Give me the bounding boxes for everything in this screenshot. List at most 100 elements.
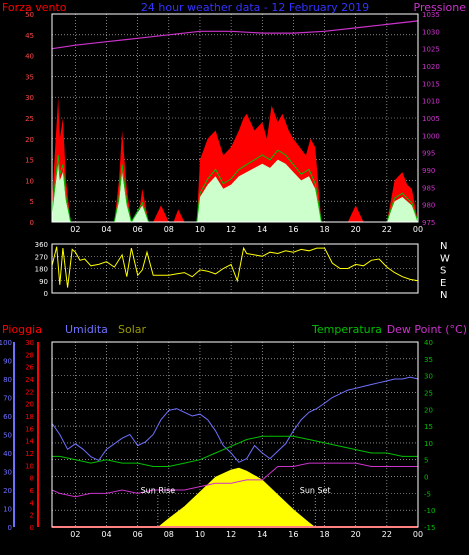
- temperature-y-tick-label: 0: [424, 474, 428, 482]
- wind-x-tick-label: 20: [351, 225, 361, 234]
- wind-x-tick-label: 04: [101, 225, 111, 234]
- wind-direction-line: [51, 246, 419, 288]
- compass-label: N: [440, 290, 447, 301]
- pressure-y-tick-label: 1010: [422, 98, 440, 106]
- wind-axis-title: Forza vento: [2, 1, 67, 14]
- temp-x-tick-label: 14: [257, 530, 267, 539]
- temperature-axis-title: Temperatura: [311, 323, 382, 336]
- pressure-y-tick-label: 1015: [422, 80, 440, 88]
- wind-x-tick-label: 02: [70, 225, 80, 234]
- rain-y-tick-label: 22: [25, 388, 34, 396]
- wind-y-tick-label: 20: [25, 136, 34, 144]
- humidity-y-tick-label: 90: [3, 358, 12, 366]
- rain-y-tick-label: 28: [25, 351, 34, 359]
- rain-y-tick-label: 24: [25, 376, 34, 384]
- pressure-y-tick-label: 975: [422, 219, 435, 227]
- humidity-y-tick-label: 40: [3, 450, 12, 458]
- pressure-y-tick-label: 990: [422, 167, 435, 175]
- pressure-y-tick-label: 1035: [422, 11, 440, 19]
- humidity-y-tick-label: 70: [3, 395, 12, 403]
- compass-label: W: [440, 253, 450, 264]
- wind-x-tick-label: 18: [319, 225, 329, 234]
- rain-y-tick-label: 8: [30, 475, 34, 483]
- wind-x-tick-label: 06: [133, 225, 143, 234]
- rain-y-tick-label: 10: [25, 462, 34, 470]
- sun-set-label: Sun Set: [300, 486, 331, 495]
- pressure-line: [51, 20, 419, 50]
- wind-y-tick-label: 10: [25, 177, 34, 185]
- wind-y-tick-label: 40: [25, 53, 34, 61]
- direction-y-tick-label: 180: [35, 266, 48, 274]
- humidity-y-tick-label: 50: [3, 432, 12, 440]
- humidity-y-tick-label: 60: [3, 413, 12, 421]
- wind-gust-area: [52, 97, 418, 222]
- temperature-y-tick-label: 15: [424, 423, 433, 431]
- compass-label: E: [440, 278, 446, 289]
- humidity-y-tick-label: 10: [3, 506, 12, 514]
- direction-frame: [51, 243, 419, 294]
- pressure-y-tick-label: 980: [422, 202, 435, 210]
- wind-y-tick-label: 30: [25, 94, 34, 102]
- temperature-y-tick-label: 35: [424, 356, 433, 364]
- rain-y-tick-label: 14: [25, 438, 34, 446]
- wind-y-tick-label: 35: [25, 73, 34, 81]
- wind-pressure-panel: 0510152025303540455097598098599099510001…: [25, 11, 440, 234]
- compass-label: S: [440, 266, 446, 277]
- temperature-y-tick-label: -15: [424, 524, 435, 532]
- rain-axis-title: Pioggia: [2, 323, 42, 336]
- temperature-y-tick-label: 5: [424, 457, 428, 465]
- temp-x-tick-label: 00: [413, 530, 423, 539]
- temp-x-tick-label: 16: [288, 530, 298, 539]
- direction-y-tick-label: 90: [39, 278, 48, 286]
- pressure-y-tick-label: 1025: [422, 46, 440, 54]
- solar-area: [157, 467, 316, 527]
- temperature-y-tick-label: 30: [424, 373, 433, 381]
- wind-x-tick-label: 12: [226, 225, 236, 234]
- humidity-y-tick-label: 30: [3, 469, 12, 477]
- humidity-line: [51, 376, 419, 463]
- pressure-y-tick-label: 985: [422, 184, 435, 192]
- pressure-y-tick-label: 995: [422, 150, 435, 158]
- humidity-axis-title: Umidita: [65, 323, 108, 336]
- rain-y-tick-label: 30: [25, 339, 34, 347]
- temp-x-tick-label: 06: [133, 530, 143, 539]
- direction-y-tick-label: 0: [44, 290, 48, 298]
- chart-title: 24 hour weather data - 12 February 2019: [141, 1, 369, 14]
- direction-y-tick-label: 270: [35, 253, 48, 261]
- rain-humidity-temperature-panel: 0102030405060708090100024681012141618202…: [0, 339, 435, 539]
- rain-y-tick-label: 2: [30, 512, 34, 520]
- temperature-y-tick-label: -5: [424, 490, 431, 498]
- wind-y-tick-label: 15: [25, 157, 34, 165]
- temp-x-tick-label: 18: [319, 530, 329, 539]
- temperature-y-tick-label: -10: [424, 507, 435, 515]
- wind-y-tick-label: 25: [25, 115, 34, 123]
- humidity-y-tick-label: 0: [8, 524, 12, 532]
- pressure-y-tick-label: 1030: [422, 28, 440, 36]
- sun-rise-label: Sun Rise: [141, 486, 176, 495]
- wind-y-tick-label: 0: [30, 219, 34, 227]
- rain-y-tick-label: 4: [30, 499, 35, 507]
- rain-y-tick-label: 0: [30, 524, 34, 532]
- wind-average-area: [52, 159, 418, 222]
- temp-x-tick-label: 10: [195, 530, 205, 539]
- temperature-y-tick-label: 25: [424, 389, 433, 397]
- wind-x-tick-label: 10: [195, 225, 205, 234]
- rain-y-tick-label: 18: [25, 413, 34, 421]
- pressure-y-tick-label: 1020: [422, 63, 440, 71]
- temperature-line: [52, 435, 418, 467]
- temp-x-tick-label: 22: [382, 530, 392, 539]
- rain-y-tick-label: 16: [25, 425, 34, 433]
- temp-x-tick-label: 08: [164, 530, 174, 539]
- compass-label: N: [440, 241, 447, 252]
- temp-x-tick-label: 12: [226, 530, 236, 539]
- wind-y-tick-label: 5: [30, 198, 34, 206]
- direction-y-tick-label: 360: [35, 241, 48, 249]
- rain-y-tick-label: 26: [25, 364, 34, 372]
- pressure-y-tick-label: 1005: [422, 115, 440, 123]
- wind-x-tick-label: 14: [257, 225, 267, 234]
- rain-y-tick-label: 6: [30, 487, 35, 495]
- humidity-y-tick-label: 80: [3, 376, 12, 384]
- wind-x-tick-label: 22: [382, 225, 392, 234]
